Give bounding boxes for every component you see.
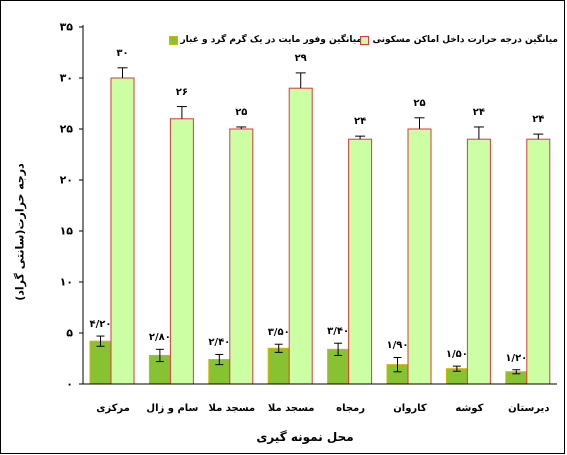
data-label-temperature: ۲۴: [472, 106, 485, 118]
data-label-temperature: ۲۴: [353, 116, 367, 128]
y-tick-label: ۰: [66, 377, 73, 391]
legend-swatch-temperature: [360, 35, 370, 45]
data-label-temperature: ۲۵: [235, 106, 248, 118]
data-label-temperature: ۲۵: [413, 97, 426, 109]
legend-swatch-mite: [168, 35, 178, 45]
y-axis-title: درجه حرارت(سانتی گراد): [13, 163, 27, 301]
x-tick-label: کاروان: [393, 403, 427, 414]
data-label-mite: ۴/۲۰: [89, 319, 112, 331]
y-tick-label: ۲۰: [59, 173, 73, 187]
x-tick-label: مرکزی: [96, 403, 130, 414]
data-label-temperature: ۳۰: [116, 47, 129, 59]
data-label-mite: ۲/۴۰: [208, 337, 231, 349]
y-tick-label: ۲۵: [59, 122, 73, 136]
data-label-mite: ۳/۴۰: [327, 326, 350, 338]
x-axis-title: محل نمونه گیری: [256, 430, 354, 444]
legend-item-temperature: میانگین درجه حرارت داخل اماکن مسکونی: [360, 35, 558, 45]
y-tick-label: ۳۵: [59, 20, 73, 34]
data-label-temperature: ۲۹: [294, 52, 307, 64]
x-tick-label: رمجاه: [336, 403, 366, 414]
legend-label-temperature: میانگین درجه حرارت داخل اماکن مسکونی: [372, 35, 558, 45]
data-label-mite: ۱/۵۰: [445, 349, 468, 361]
y-tick-label: ۱۵: [59, 224, 73, 238]
y-tick-label: ۵: [66, 326, 73, 340]
data-label-mite: ۱/۲۰: [505, 352, 528, 364]
x-tick-label: سام و زال: [146, 403, 199, 414]
x-tick-label: کوشه: [455, 403, 484, 414]
y-tick-label: ۳۰: [59, 71, 73, 85]
data-label-mite: ۱/۹۰: [386, 340, 409, 352]
x-tick-label: مسجد ملا: [267, 403, 315, 414]
x-tick-label: مسجد ملا: [208, 403, 256, 414]
x-tick-label: دیرستان: [508, 403, 550, 414]
data-label-mite: ۲/۸۰: [148, 332, 171, 344]
data-label-mite: ۳/۵۰: [267, 327, 290, 339]
data-label-temperature: ۲۶: [175, 86, 188, 98]
y-tick-label: ۱۰: [59, 275, 73, 289]
data-label-temperature: ۲۴: [532, 114, 545, 126]
legend-item-mite: میانگین وفور مایت در یک گرم گرد و غبار: [168, 35, 363, 45]
legend-label-mite: میانگین وفور مایت در یک گرم گرد و غبار: [180, 35, 363, 45]
